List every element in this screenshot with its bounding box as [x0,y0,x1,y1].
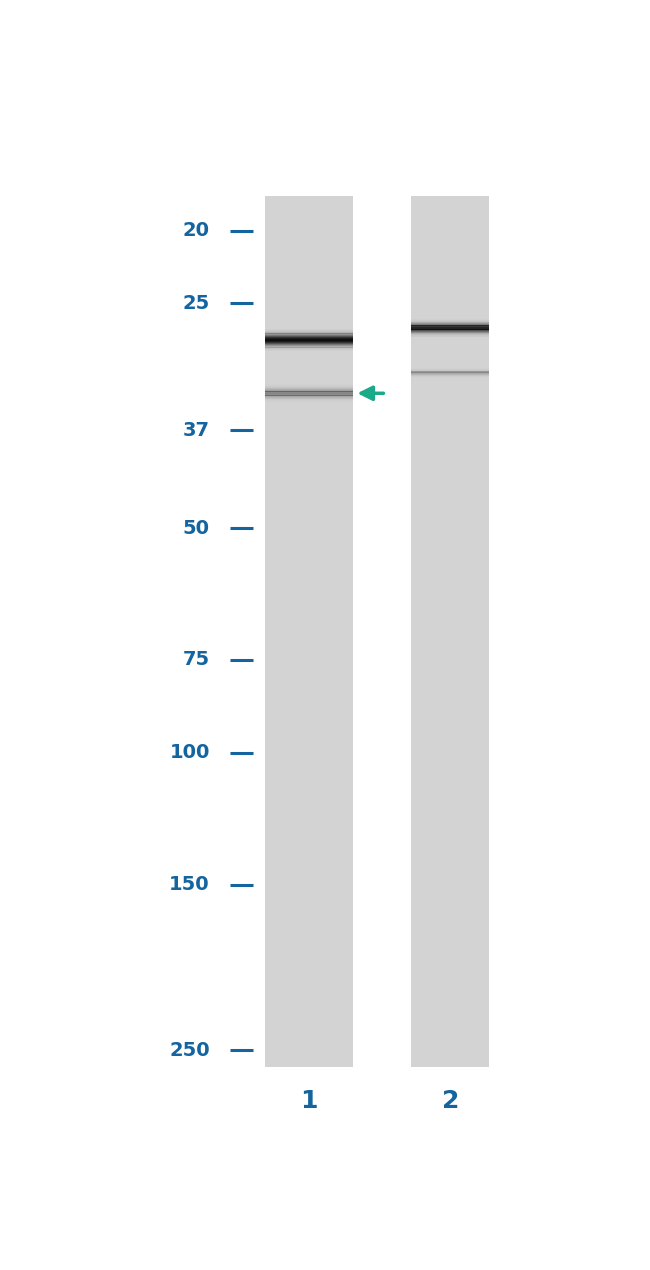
Text: 75: 75 [183,650,210,669]
Text: 250: 250 [169,1040,210,1059]
Text: 50: 50 [183,518,210,537]
Text: 25: 25 [183,293,210,312]
Text: 20: 20 [183,221,210,240]
Text: 37: 37 [183,420,210,439]
Bar [411,197,489,1067]
Text: 1: 1 [300,1088,318,1113]
Text: 2: 2 [441,1088,459,1113]
Text: 100: 100 [170,743,210,762]
Text: 150: 150 [169,875,210,894]
Bar [265,197,354,1067]
